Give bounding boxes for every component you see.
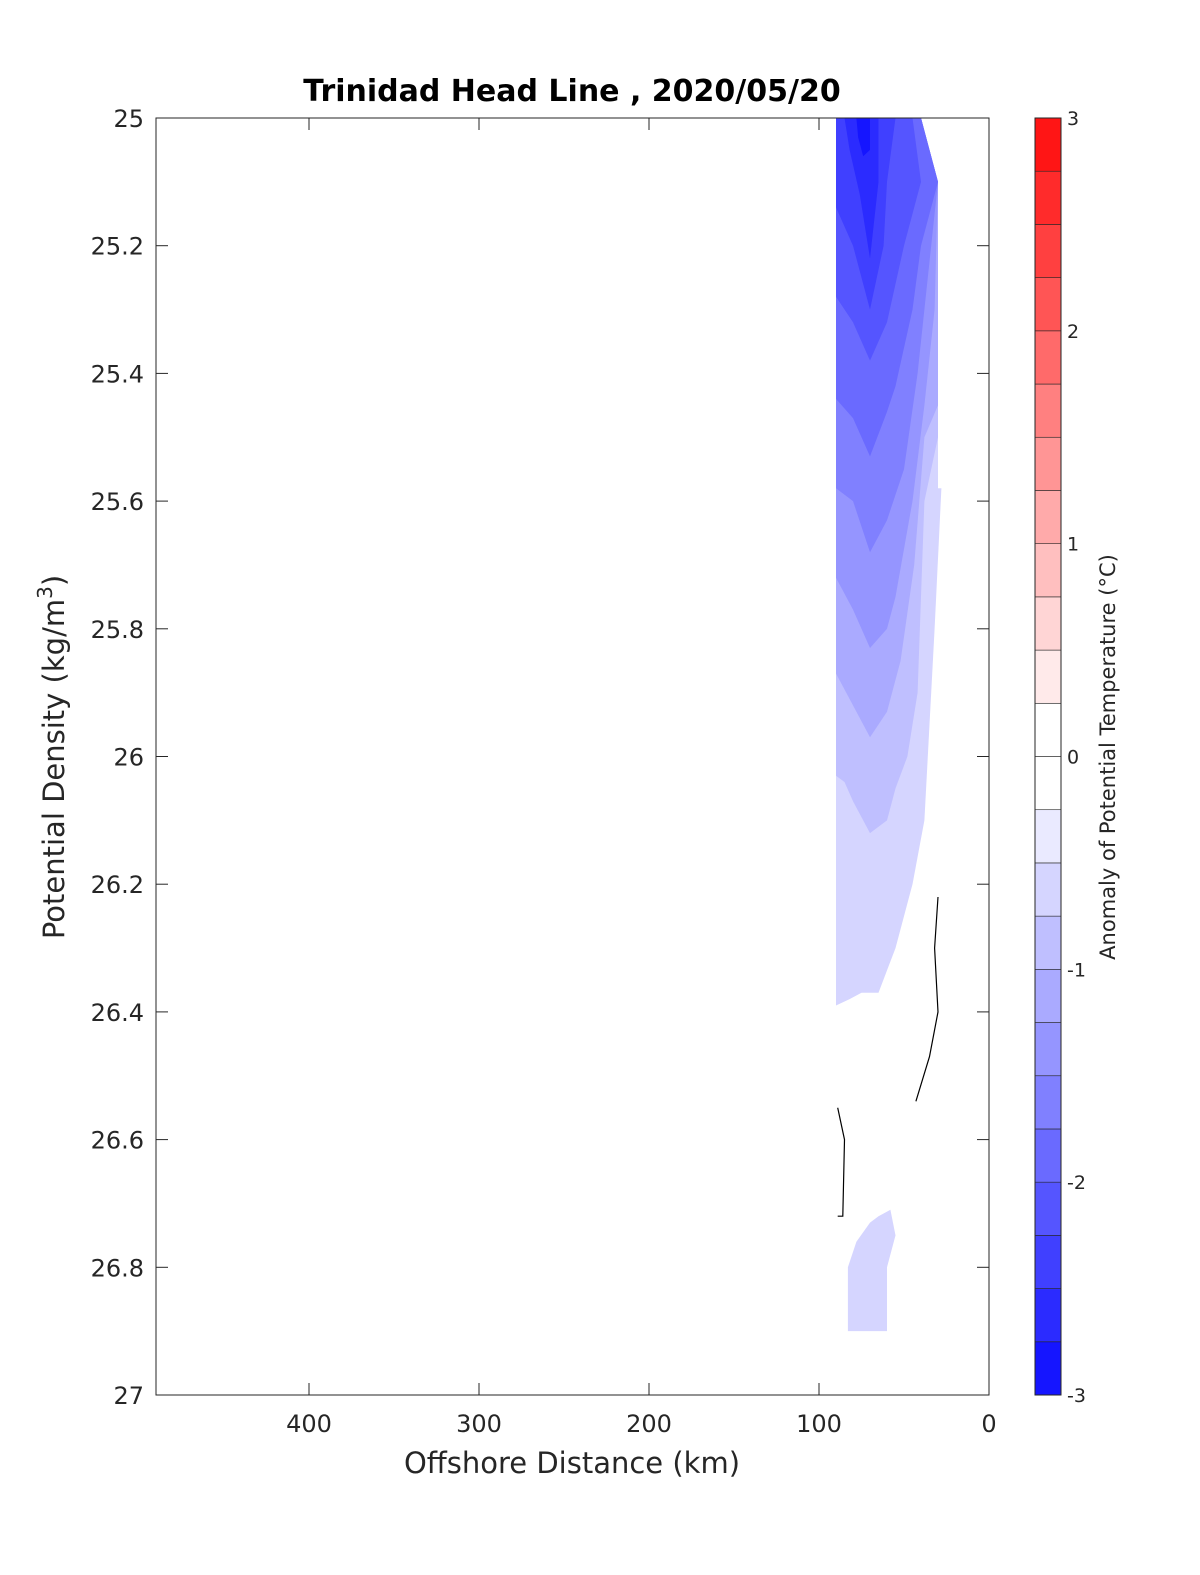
colorbar-segment-13 bbox=[1034, 649, 1062, 704]
x-axis: 400 300 200 100 0 bbox=[286, 118, 997, 1438]
colorbar-segment-0 bbox=[1034, 1341, 1062, 1396]
colorbar-tick-label-0: -3 bbox=[1067, 1385, 1086, 1407]
colorbar-tick-label-6: 3 bbox=[1067, 108, 1079, 130]
y-tick-label-1: 25.2 bbox=[91, 233, 144, 261]
y-tick-label-6: 26.2 bbox=[91, 871, 144, 899]
colorbar-segment-2 bbox=[1034, 1235, 1062, 1289]
y-tick-label-9: 26.8 bbox=[91, 1254, 144, 1282]
colorbar-segment-10 bbox=[1034, 809, 1062, 864]
zero-contour-lines bbox=[837, 896, 939, 1217]
colorbar-tick-label-4: 1 bbox=[1067, 534, 1079, 556]
colorbar-segment-15 bbox=[1034, 543, 1062, 598]
y-tick-label-4: 25.8 bbox=[91, 616, 144, 644]
y-tick-label-3: 25.6 bbox=[91, 488, 144, 516]
colorbar-segment-23 bbox=[1034, 117, 1062, 172]
colorbar-segment-5 bbox=[1034, 1075, 1062, 1130]
anomaly-region-8 bbox=[844, 118, 879, 259]
anomaly-filled-regions bbox=[836, 118, 942, 1332]
colorbar-tick-label-1: -2 bbox=[1067, 1172, 1086, 1194]
colorbar-tick-label-5: 2 bbox=[1067, 321, 1079, 343]
colorbar-tick-label-3: 0 bbox=[1067, 747, 1079, 769]
colorbar-segment-6 bbox=[1034, 1022, 1062, 1077]
x-tick-label-0: 400 bbox=[286, 1410, 332, 1438]
y-tick-label-0: 25 bbox=[113, 105, 144, 133]
colorbar-segment-12 bbox=[1034, 702, 1062, 757]
colorbar-segment-4 bbox=[1034, 1128, 1062, 1183]
plot-area bbox=[155, 117, 990, 1396]
y-axis-label-superscript: 3 bbox=[33, 586, 57, 599]
colorbar-segment-9 bbox=[1034, 862, 1062, 917]
colorbar-tick-label-2: -1 bbox=[1067, 959, 1086, 981]
colorbar-segment-1 bbox=[1034, 1288, 1062, 1343]
colorbar-segment-11 bbox=[1034, 756, 1062, 811]
y-axis-label-close: ) bbox=[37, 575, 71, 586]
y-axis: 25 25.2 25.4 25.6 25.8 26 26.2 26.4 26.6 26.8 27 bbox=[91, 105, 989, 1410]
anomaly-region-9 bbox=[856, 118, 870, 157]
y-axis-label: Potential Density (kg/m3) bbox=[33, 575, 71, 939]
colorbar-segment-7 bbox=[1034, 969, 1062, 1023]
colorbar-segment-3 bbox=[1034, 1181, 1062, 1236]
colorbar-frame bbox=[1034, 117, 1062, 1396]
y-tick-label-7: 26.4 bbox=[91, 999, 144, 1027]
zero-contour-line-1 bbox=[837, 1107, 846, 1217]
colorbar-label: Anomaly of Potential Temperature (°C) bbox=[1096, 554, 1120, 960]
colorbar-segment-20 bbox=[1034, 277, 1062, 332]
x-axis-label: Offshore Distance (km) bbox=[404, 1446, 740, 1480]
colorbar-segment-18 bbox=[1034, 383, 1062, 438]
colorbar-segment-22 bbox=[1034, 170, 1062, 225]
y-tick-label-5: 26 bbox=[113, 744, 144, 772]
anomaly-region-10 bbox=[847, 1209, 896, 1332]
colorbar-segment-16 bbox=[1034, 490, 1062, 544]
x-tick-label-4: 0 bbox=[981, 1410, 996, 1438]
y-tick-label-2: 25.4 bbox=[91, 360, 144, 388]
colorbar-segment-8 bbox=[1034, 915, 1062, 970]
colorbar-segment-14 bbox=[1034, 596, 1062, 651]
x-tick-label-2: 200 bbox=[626, 1410, 672, 1438]
y-tick-label-10: 27 bbox=[113, 1382, 144, 1410]
colorbar-segment-21 bbox=[1034, 224, 1062, 278]
y-axis-label-text: Potential Density (kg/m bbox=[37, 599, 71, 939]
colorbar: -3 -2 -1 0 1 2 3 bbox=[1034, 108, 1086, 1407]
x-tick-label-3: 100 bbox=[796, 1410, 842, 1438]
zero-contour-line-0 bbox=[915, 896, 939, 1102]
x-tick-label-1: 300 bbox=[456, 1410, 502, 1438]
colorbar-segment-17 bbox=[1034, 436, 1062, 491]
colorbar-segment-19 bbox=[1034, 330, 1062, 385]
chart-title: Trinidad Head Line , 2020/05/20 bbox=[303, 74, 840, 109]
y-tick-label-8: 26.6 bbox=[91, 1127, 144, 1155]
